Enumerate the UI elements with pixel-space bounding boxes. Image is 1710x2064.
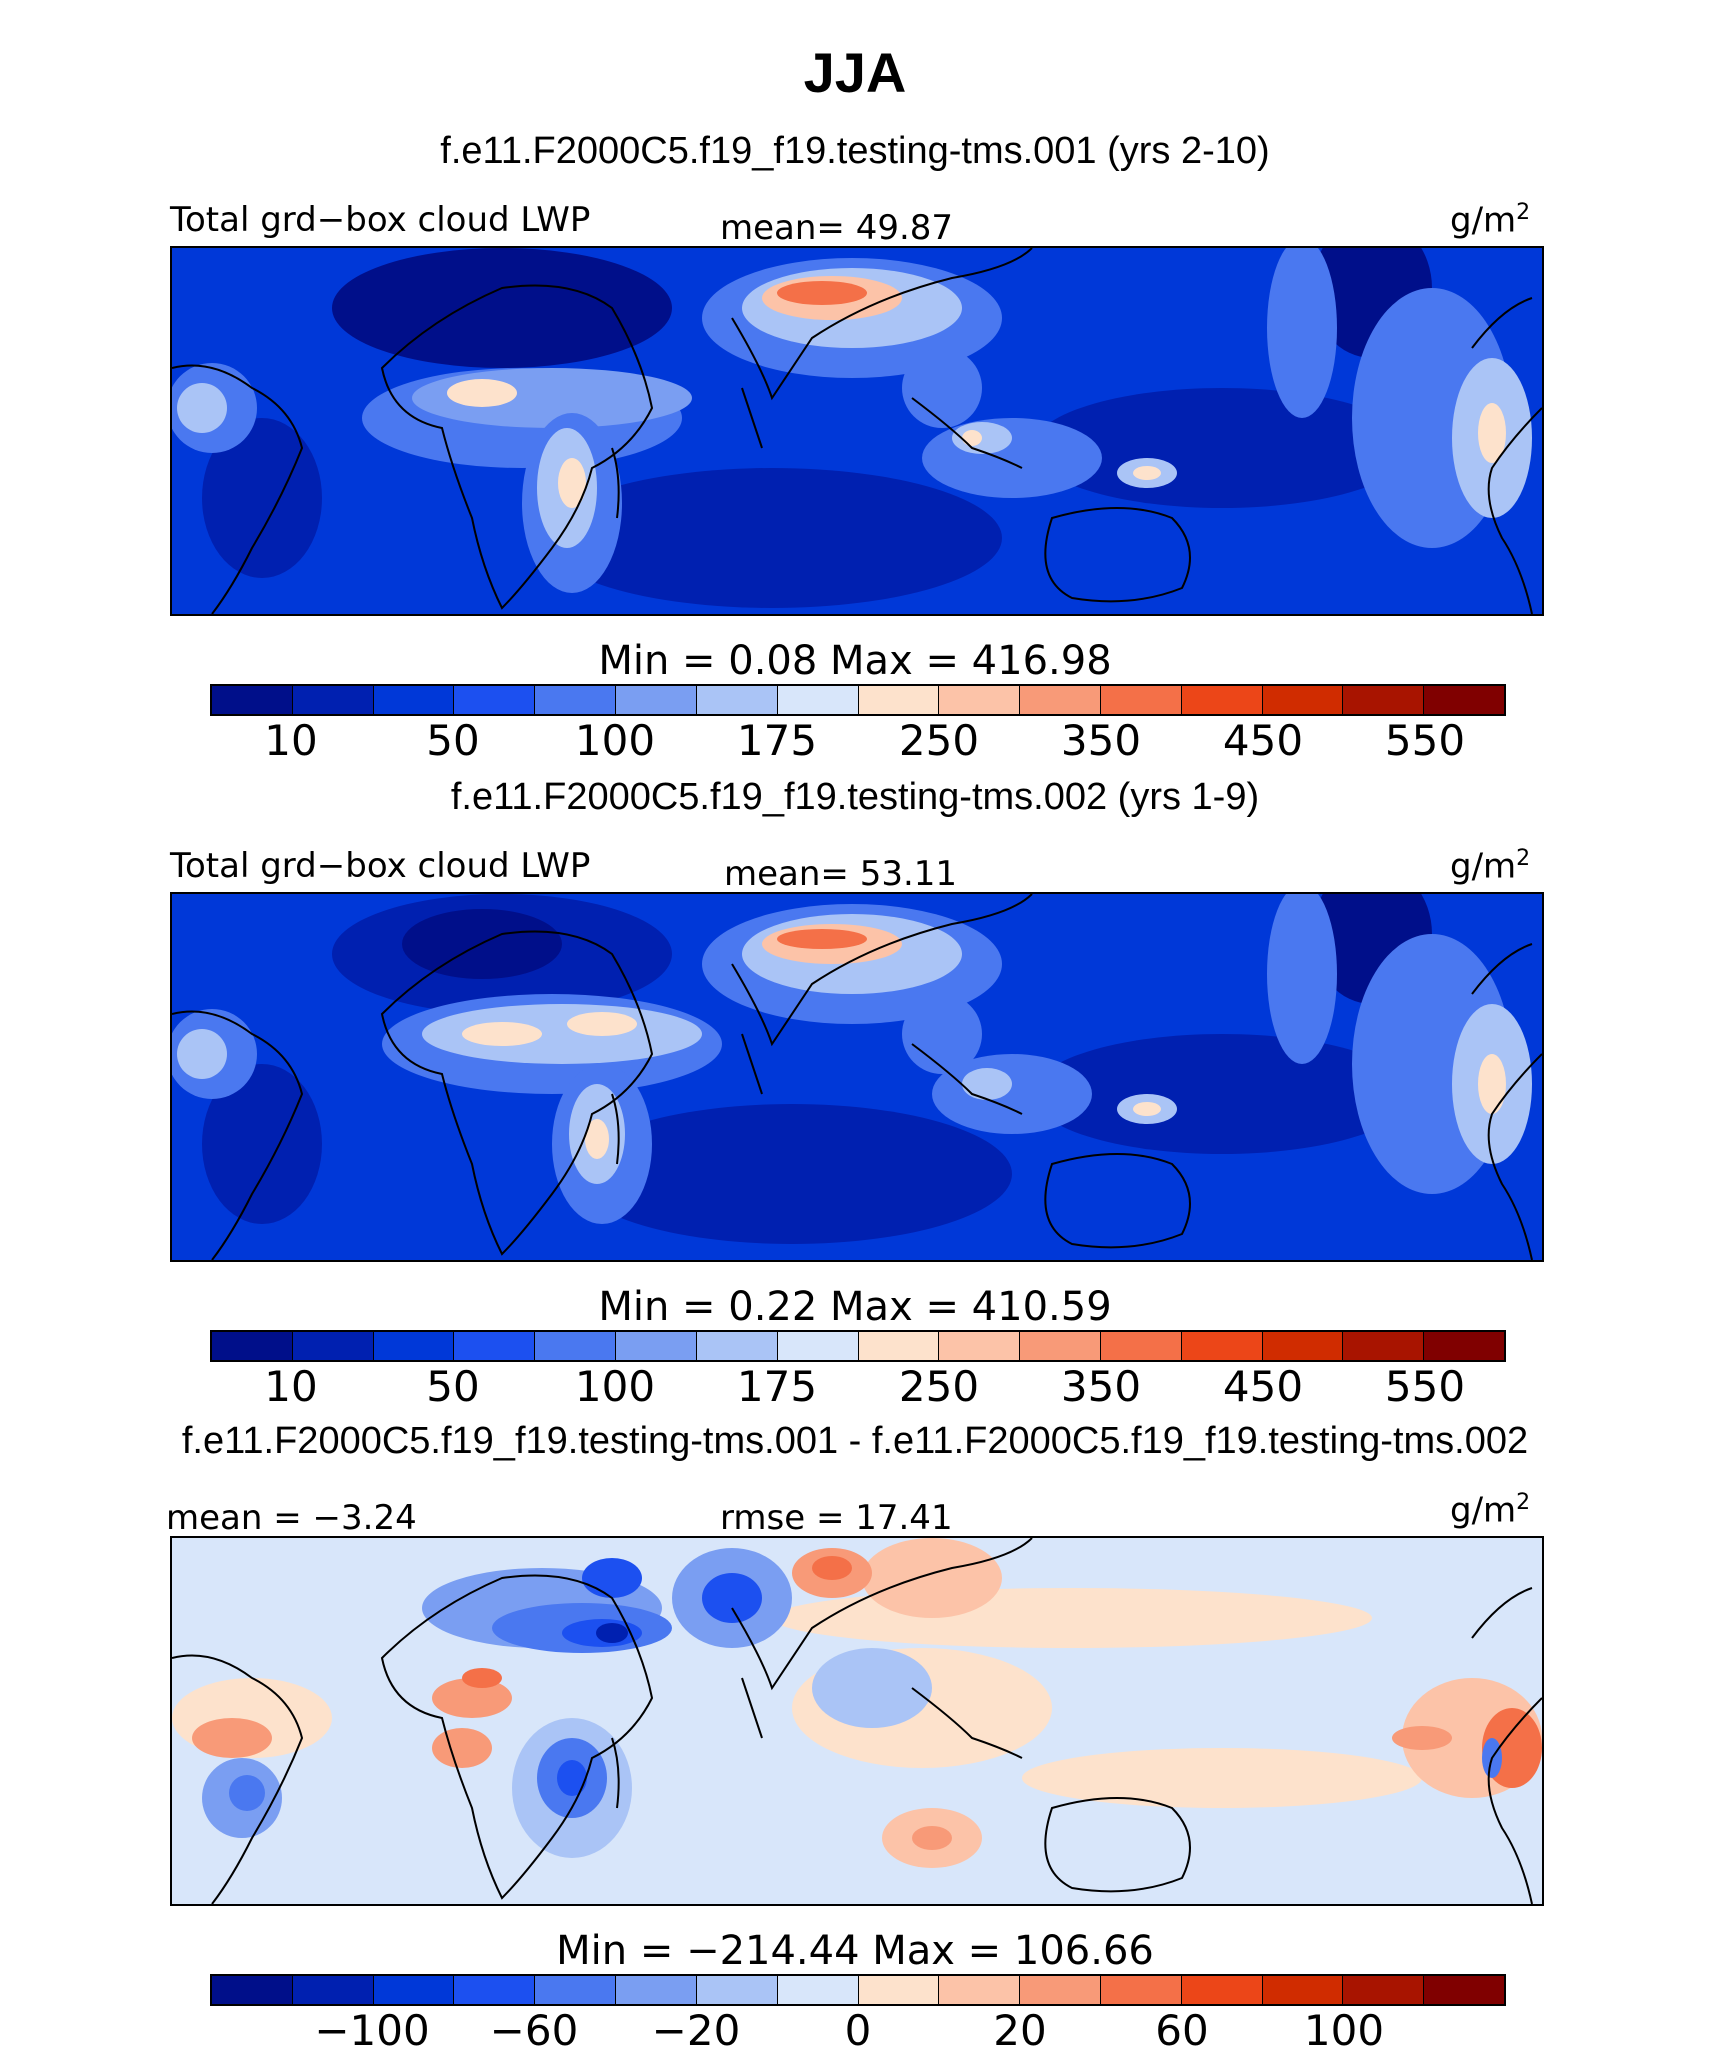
colorbar-cell [777, 1976, 859, 2004]
panel1-colorbar [210, 684, 1506, 716]
panel3-tick-label: −60 [489, 2006, 579, 2055]
panel1-tick-label: 550 [1384, 716, 1466, 765]
panel3-mean-label: mean = −3.24 [166, 1498, 417, 1538]
colorbar-cell [1100, 1976, 1182, 2004]
colorbar-cell [1181, 1332, 1263, 1360]
colorbar-cell [1424, 686, 1504, 714]
colorbar-cell [212, 1976, 293, 2004]
panel3-contour-field [172, 1538, 1542, 1904]
panel3-colorbar [210, 1974, 1506, 2006]
panel3-tick-label: 0 [844, 2006, 872, 2055]
colorbar-cell [616, 686, 697, 714]
colorbar-cell [292, 1332, 374, 1360]
panel3-units: g/m2 [1450, 1490, 1531, 1531]
colorbar-cell [616, 1976, 697, 2004]
panel1-mean-label: mean= 49.87 [720, 208, 954, 248]
colorbar-cell [373, 1332, 455, 1360]
colorbar-cell [616, 1332, 697, 1360]
panel2-tick-label: 250 [898, 1362, 980, 1411]
colorbar-cell [454, 1976, 536, 2004]
panel2-case-title: f.e11.F2000C5.f19_f19.testing-tms.002 (y… [450, 776, 1260, 818]
panel3-case-title: f.e11.F2000C5.f19_f19.testing-tms.001 - … [181, 1420, 1529, 1462]
panel1-tick-label: 10 [264, 716, 318, 765]
colorbar-cell [535, 686, 617, 714]
colorbar-cell [1100, 1332, 1182, 1360]
panel1-variable-label: Total grd−box cloud LWP [170, 200, 591, 240]
colorbar-cell [858, 1976, 940, 2004]
panel3-tick-label: −20 [651, 2006, 741, 2055]
colorbar-cell [1020, 1976, 1101, 2004]
panel2-tick-label: 450 [1222, 1362, 1304, 1411]
panel1-map [170, 246, 1544, 616]
panel1-units: g/m2 [1450, 200, 1531, 241]
panel3-tick-label: 60 [1155, 2006, 1209, 2055]
colorbar-cell [1343, 1332, 1425, 1360]
colorbar-cell [1424, 1332, 1504, 1360]
colorbar-cell [939, 686, 1021, 714]
colorbar-cell [1343, 686, 1425, 714]
panel1-tick-label: 350 [1060, 716, 1142, 765]
panel1-tick-label: 450 [1222, 716, 1304, 765]
panel3-map [170, 1536, 1544, 1906]
panel3-tick-label: 20 [993, 2006, 1047, 2055]
panel1-tick-label: 175 [736, 716, 818, 765]
panel2-tick-label: 350 [1060, 1362, 1142, 1411]
panel2-tick-label: 175 [736, 1362, 818, 1411]
colorbar-cell [1424, 1976, 1504, 2004]
colorbar-cell [777, 686, 859, 714]
panel1-minmax: Min = 0.08 Max = 416.98 [598, 638, 1112, 684]
panel2-mean-label: mean= 53.11 [724, 854, 958, 894]
colorbar-cell [1181, 1976, 1263, 2004]
colorbar-cell [696, 1332, 778, 1360]
colorbar-cell [1262, 686, 1344, 714]
colorbar-cell [292, 1976, 374, 2004]
colorbar-cell [696, 686, 778, 714]
colorbar-cell [939, 1332, 1021, 1360]
panel2-tick-label: 550 [1384, 1362, 1466, 1411]
colorbar-cell [373, 686, 455, 714]
panel3-rmse-label: rmse = 17.41 [720, 1498, 953, 1538]
colorbar-cell [373, 1976, 455, 2004]
panel2-variable-label: Total grd−box cloud LWP [170, 846, 591, 886]
colorbar-cell [1181, 686, 1263, 714]
colorbar-cell [212, 1332, 293, 1360]
colorbar-cell [535, 1332, 617, 1360]
panel3-tick-label: −100 [314, 2006, 430, 2055]
colorbar-cell [777, 1332, 859, 1360]
colorbar-cell [1262, 1976, 1344, 2004]
figure-title: JJA [803, 41, 907, 104]
panel2-tick-label: 100 [574, 1362, 656, 1411]
colorbar-cell [212, 686, 293, 714]
panel2-contour-field [172, 894, 1542, 1260]
panel1-tick-label: 50 [426, 716, 480, 765]
colorbar-cell [292, 686, 374, 714]
colorbar-cell [1343, 1976, 1425, 2004]
panel2-units: g/m2 [1450, 846, 1531, 887]
colorbar-cell [939, 1976, 1021, 2004]
panel1-case-title: f.e11.F2000C5.f19_f19.testing-tms.001 (y… [440, 130, 1270, 172]
colorbar-cell [1262, 1332, 1344, 1360]
colorbar-cell [535, 1976, 617, 2004]
panel2-tick-label: 10 [264, 1362, 318, 1411]
panel3-minmax: Min = −214.44 Max = 106.66 [556, 1928, 1154, 1974]
colorbar-cell [454, 686, 536, 714]
panel1-tick-label: 100 [574, 716, 656, 765]
colorbar-cell [858, 1332, 940, 1360]
panel2-colorbar [210, 1330, 1506, 1362]
panel1-contour-field [172, 248, 1542, 614]
panel2-minmax: Min = 0.22 Max = 410.59 [598, 1284, 1112, 1330]
panel1-tick-label: 250 [898, 716, 980, 765]
colorbar-cell [1100, 686, 1182, 714]
colorbar-cell [1020, 1332, 1101, 1360]
colorbar-cell [858, 686, 940, 714]
colorbar-cell [696, 1976, 778, 2004]
colorbar-cell [454, 1332, 536, 1360]
panel2-tick-label: 50 [426, 1362, 480, 1411]
panel3-tick-label: 100 [1303, 2006, 1385, 2055]
colorbar-cell [1020, 686, 1101, 714]
panel2-map [170, 892, 1544, 1262]
